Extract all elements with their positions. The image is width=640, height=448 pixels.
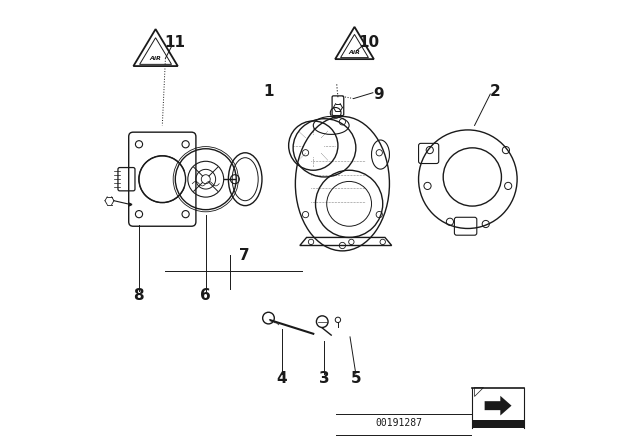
Text: 8: 8 [133,288,144,303]
Text: AiR: AiR [349,50,360,55]
Text: 2: 2 [490,84,500,99]
Text: 00191287: 00191287 [375,418,422,428]
Text: 3: 3 [319,371,330,386]
Bar [472,420,524,428]
Text: 10: 10 [358,35,380,50]
Text: 4: 4 [276,371,287,386]
Polygon shape [484,396,511,416]
Text: 7: 7 [239,248,249,263]
Text: AiR: AiR [150,56,161,60]
Polygon shape [474,388,484,396]
Text: 1: 1 [263,84,274,99]
Text: 5: 5 [351,371,361,386]
Text: 9: 9 [373,86,383,102]
Text: 11: 11 [164,35,185,50]
Text: 6: 6 [200,288,211,303]
